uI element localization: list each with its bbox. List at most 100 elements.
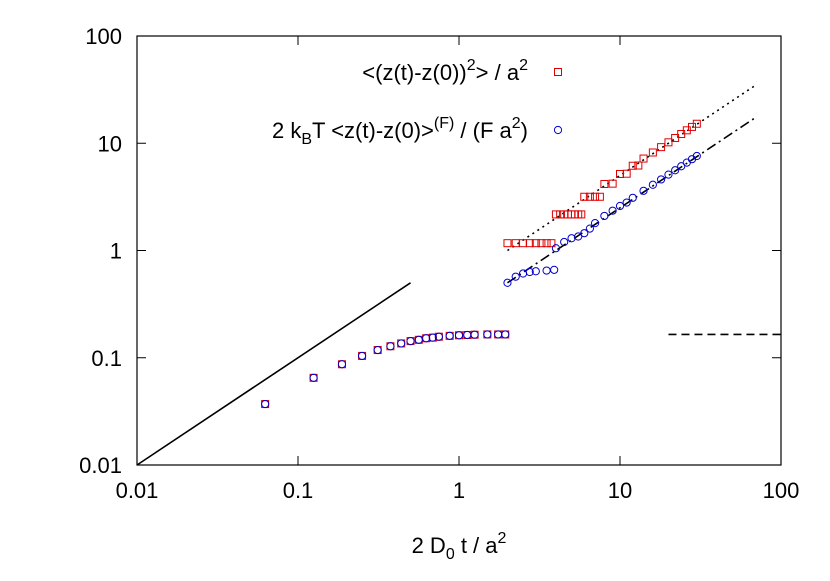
data-point <box>397 339 406 348</box>
data-point <box>677 162 686 171</box>
data-point <box>542 239 551 248</box>
legend-label-part: 2 <box>512 115 521 132</box>
data-point <box>434 332 443 341</box>
data-point <box>428 333 437 342</box>
data-point <box>463 330 472 340</box>
legend-label-part: 2 <box>467 57 476 74</box>
data-point <box>622 198 631 207</box>
x-axis-label-part: t / a <box>455 533 499 558</box>
data-point <box>585 192 594 201</box>
data-point <box>454 331 464 340</box>
data-point <box>585 224 594 233</box>
data-point <box>503 278 512 287</box>
data-point <box>692 119 701 128</box>
reference-line <box>507 116 757 284</box>
data-point <box>501 330 510 339</box>
data-point <box>656 175 666 184</box>
y-tick-label: 10 <box>98 131 122 156</box>
data-point <box>574 232 583 241</box>
data-point <box>591 192 600 201</box>
data-point <box>537 239 546 248</box>
data-point <box>628 161 637 170</box>
data-point <box>503 239 512 248</box>
data-point <box>577 210 586 219</box>
data-point <box>600 211 609 221</box>
data-point <box>608 179 617 188</box>
data-point <box>547 239 556 248</box>
data-point <box>261 399 270 409</box>
legend-label-part: 2 k <box>272 118 302 143</box>
x-tick-label: 10 <box>608 478 632 503</box>
data-point <box>337 360 347 369</box>
data-point <box>531 239 540 248</box>
legend-label-part: 2 <box>519 57 528 74</box>
data-point <box>373 345 382 355</box>
x-axis-label-part: 2 D <box>412 533 446 558</box>
data-point <box>615 201 625 211</box>
data-point <box>628 193 637 202</box>
data-point <box>648 148 657 157</box>
data-point <box>634 161 643 170</box>
legend-label-part: B <box>301 131 312 148</box>
data-point <box>590 219 600 228</box>
legend-label-part: / (F a <box>454 118 512 143</box>
data-point <box>551 210 560 219</box>
data-point <box>357 351 367 361</box>
data-point <box>542 266 551 275</box>
data-point <box>531 267 540 276</box>
data-point <box>414 335 423 344</box>
data-point <box>622 169 631 178</box>
data-point <box>525 267 534 277</box>
data-point <box>386 342 395 351</box>
data-point <box>664 138 673 147</box>
x-tick-label: 0.1 <box>283 478 314 503</box>
legend-label-part: ) <box>521 118 528 143</box>
data-point <box>494 330 503 339</box>
data-point <box>483 330 492 339</box>
data-point <box>470 330 479 339</box>
data-point <box>309 373 318 382</box>
legend-label-part: > / a <box>476 60 520 85</box>
x-axis-label-part: 2 <box>498 530 507 547</box>
x-axis-label-part: 0 <box>446 546 455 563</box>
data-point <box>692 151 701 161</box>
data-point <box>580 192 589 201</box>
data-point <box>671 166 680 175</box>
y-tick-label: 0.1 <box>91 346 122 371</box>
legend-label-part: T <z(t)-z(0)> <box>312 118 434 143</box>
data-point <box>445 331 454 340</box>
legend-label: 2 kBT <z(t)-z(0)>(F) / (F a2) <box>272 115 528 148</box>
legend-label-part: <(z(t)-z(0)) <box>362 60 466 85</box>
data-point <box>551 244 561 253</box>
data-point <box>608 206 617 215</box>
data-point <box>525 239 534 248</box>
data-point <box>560 237 569 247</box>
x-axis-label: 2 D0 t / a2 <box>412 530 507 563</box>
y-tick-label: 0.01 <box>79 453 122 478</box>
reference-line <box>136 282 411 466</box>
reference-line <box>507 84 757 252</box>
y-tick-label: 1 <box>110 239 122 264</box>
data-point <box>648 180 657 189</box>
x-tick-label: 100 <box>763 478 800 503</box>
data-point <box>550 265 559 274</box>
data-point <box>664 170 673 179</box>
x-tick-label: 0.01 <box>116 478 159 503</box>
data-point <box>657 143 666 152</box>
data-point <box>422 334 431 343</box>
data-point <box>406 336 415 346</box>
data-point <box>580 229 589 238</box>
data-point <box>639 154 648 163</box>
data-point <box>518 269 528 278</box>
legend-label: <(z(t)-z(0))2> / a2 <box>362 57 528 85</box>
x-tick-label: 1 <box>453 478 465 503</box>
data-point <box>511 272 520 281</box>
legend-marker <box>553 125 563 135</box>
data-point <box>595 192 604 201</box>
legend-marker <box>554 68 562 76</box>
data-point <box>639 186 648 195</box>
data-point <box>600 179 609 188</box>
legend-label-part: (F) <box>434 115 454 132</box>
y-tick-label: 100 <box>85 24 122 49</box>
